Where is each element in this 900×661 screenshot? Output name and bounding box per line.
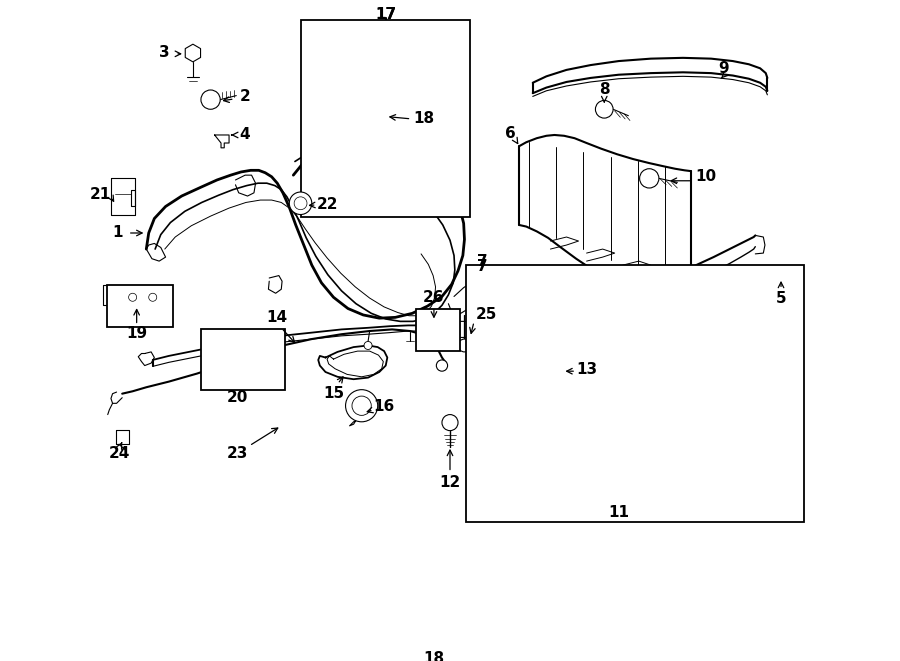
Text: 8: 8 (598, 83, 609, 97)
Bar (417, 309, 461, 351)
Text: 20: 20 (227, 390, 248, 405)
Circle shape (289, 192, 311, 215)
Text: 1: 1 (112, 225, 122, 241)
Text: 4: 4 (239, 128, 250, 143)
Text: 23: 23 (227, 446, 248, 461)
Text: 17: 17 (375, 7, 396, 22)
Bar (201, 329, 285, 390)
Text: 22: 22 (317, 196, 338, 212)
Circle shape (518, 281, 535, 297)
Text: 25: 25 (475, 307, 497, 323)
Text: 10: 10 (695, 169, 716, 184)
Text: 18: 18 (423, 651, 445, 661)
Text: 26: 26 (423, 290, 445, 305)
Text: 7: 7 (477, 254, 488, 268)
Text: 9: 9 (718, 61, 728, 76)
Circle shape (364, 342, 372, 350)
Circle shape (201, 90, 220, 109)
Circle shape (346, 390, 378, 422)
Circle shape (442, 414, 458, 430)
Text: 2: 2 (239, 89, 250, 104)
Text: 19: 19 (126, 326, 148, 341)
Text: 12: 12 (439, 475, 461, 490)
Circle shape (148, 293, 157, 301)
Text: 7: 7 (477, 259, 488, 274)
Circle shape (436, 360, 447, 371)
Text: 15: 15 (323, 386, 344, 401)
Text: 16: 16 (374, 399, 395, 414)
Circle shape (596, 100, 613, 118)
Circle shape (640, 169, 659, 188)
Text: 14: 14 (266, 310, 288, 325)
Circle shape (129, 293, 137, 301)
Text: 17: 17 (375, 7, 396, 22)
Bar (302, 20, 470, 217)
Bar (477, 273, 550, 346)
Text: 11: 11 (608, 505, 629, 520)
Circle shape (352, 396, 372, 415)
Text: 18: 18 (414, 112, 435, 126)
Circle shape (489, 281, 505, 297)
Text: 6: 6 (505, 126, 516, 141)
Text: 21: 21 (90, 187, 111, 202)
Circle shape (294, 197, 307, 210)
Circle shape (458, 339, 471, 352)
Text: 3: 3 (159, 45, 170, 59)
Text: 24: 24 (108, 446, 130, 461)
Bar (466, 265, 804, 522)
Text: 13: 13 (576, 362, 597, 377)
Bar (107, 285, 173, 327)
Text: 5: 5 (776, 292, 787, 307)
